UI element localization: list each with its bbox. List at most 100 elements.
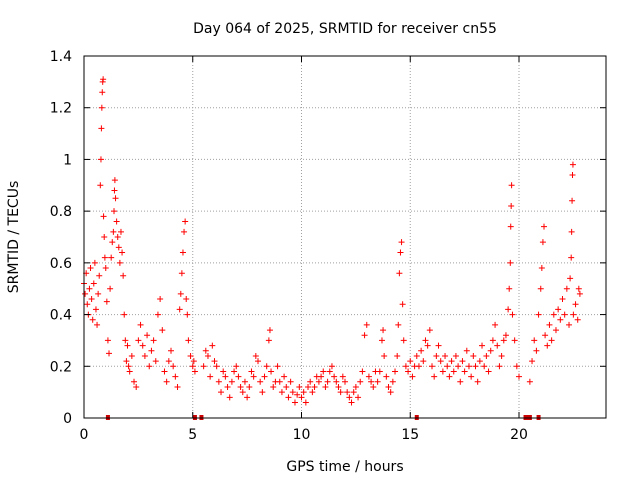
data-point: [413, 352, 420, 359]
x-tick-label: 5: [188, 427, 197, 443]
data-point: [112, 195, 119, 202]
data-point: [567, 275, 574, 282]
data-point: [350, 389, 357, 396]
data-point: [141, 352, 148, 359]
data-point: [215, 378, 222, 385]
data-point: [133, 383, 140, 390]
data-point: [123, 358, 130, 365]
data-point: [572, 301, 579, 308]
data-point: [263, 363, 270, 370]
data-point: [268, 368, 275, 375]
data-point: [533, 347, 540, 354]
data-point: [531, 337, 538, 344]
data-point: [476, 358, 483, 365]
data-point: [102, 265, 109, 272]
data-point: [335, 383, 342, 390]
data-point: [237, 383, 244, 390]
data-point: [420, 358, 427, 365]
data-point: [281, 373, 288, 380]
data-point: [146, 363, 153, 370]
data-point: [244, 394, 251, 401]
data-point: [207, 373, 214, 380]
data-point: [507, 259, 514, 266]
data-point: [121, 311, 128, 318]
grid-lines: [84, 56, 606, 418]
data-point: [101, 254, 108, 261]
data-point: [380, 327, 387, 334]
data-point: [86, 285, 93, 292]
x-tick-label: 20: [510, 427, 528, 443]
data-point: [455, 363, 462, 370]
data-point: [368, 378, 375, 385]
data-point: [365, 373, 372, 380]
data-point: [344, 389, 351, 396]
data-point: [346, 394, 353, 401]
data-point: [189, 363, 196, 370]
data-point: [559, 296, 566, 303]
data-point: [179, 249, 186, 256]
data-point: [315, 378, 322, 385]
data-point: [119, 249, 126, 256]
data-point: [300, 389, 307, 396]
data-point: [398, 239, 405, 246]
data-point: [498, 352, 505, 359]
data-point: [399, 301, 406, 308]
data-point: [87, 265, 94, 272]
data-point: [176, 306, 183, 313]
data-point: [320, 368, 327, 375]
data-point: [101, 234, 108, 240]
data-point: [355, 394, 362, 401]
data-point: [376, 368, 383, 375]
data-point: [383, 373, 390, 380]
data-point: [114, 234, 121, 240]
data-point: [200, 363, 207, 370]
data-point: [100, 213, 107, 220]
data-point: [538, 265, 545, 272]
data-point: [126, 368, 133, 375]
data-point: [474, 378, 481, 385]
y-tick-label: 1.2: [50, 101, 72, 117]
y-tick-label: 0.2: [50, 359, 72, 375]
data-point: [222, 373, 229, 380]
data-point: [154, 311, 161, 318]
data-point: [483, 352, 490, 359]
x-axis-label: GPS time / hours: [286, 459, 403, 475]
data-point: [168, 347, 174, 354]
data-point: [437, 358, 444, 365]
data-point: [296, 383, 303, 390]
data-point: [89, 316, 96, 323]
data-point: [96, 272, 103, 279]
data-point: [191, 368, 198, 375]
data-point: [561, 311, 568, 318]
data-point: [563, 285, 570, 292]
data-point: [265, 337, 272, 344]
data-point: [309, 389, 316, 396]
data-point: [407, 358, 414, 365]
data-point: [385, 383, 392, 390]
data-point: [107, 285, 114, 292]
data-point: [450, 368, 457, 375]
data-point: [481, 363, 488, 370]
data-point: [92, 306, 99, 313]
data-point: [270, 383, 277, 390]
data-point: [172, 373, 179, 380]
data-point: [163, 378, 170, 385]
data-point: [485, 368, 492, 375]
data-point: [181, 228, 188, 235]
data-point: [444, 363, 451, 370]
data-point: [470, 352, 477, 359]
data-point: [502, 332, 509, 339]
data-point: [552, 327, 559, 334]
data-point: [446, 373, 453, 380]
data-point: [94, 321, 101, 328]
data-point: [546, 321, 553, 328]
data-point: [302, 399, 309, 406]
data-point: [97, 156, 104, 163]
data-point: [333, 378, 340, 385]
y-tick-label: 1: [63, 152, 72, 168]
data-point: [439, 368, 446, 375]
y-tick-label: 0.6: [50, 256, 72, 272]
data-point: [342, 378, 348, 385]
data-point: [117, 228, 124, 235]
